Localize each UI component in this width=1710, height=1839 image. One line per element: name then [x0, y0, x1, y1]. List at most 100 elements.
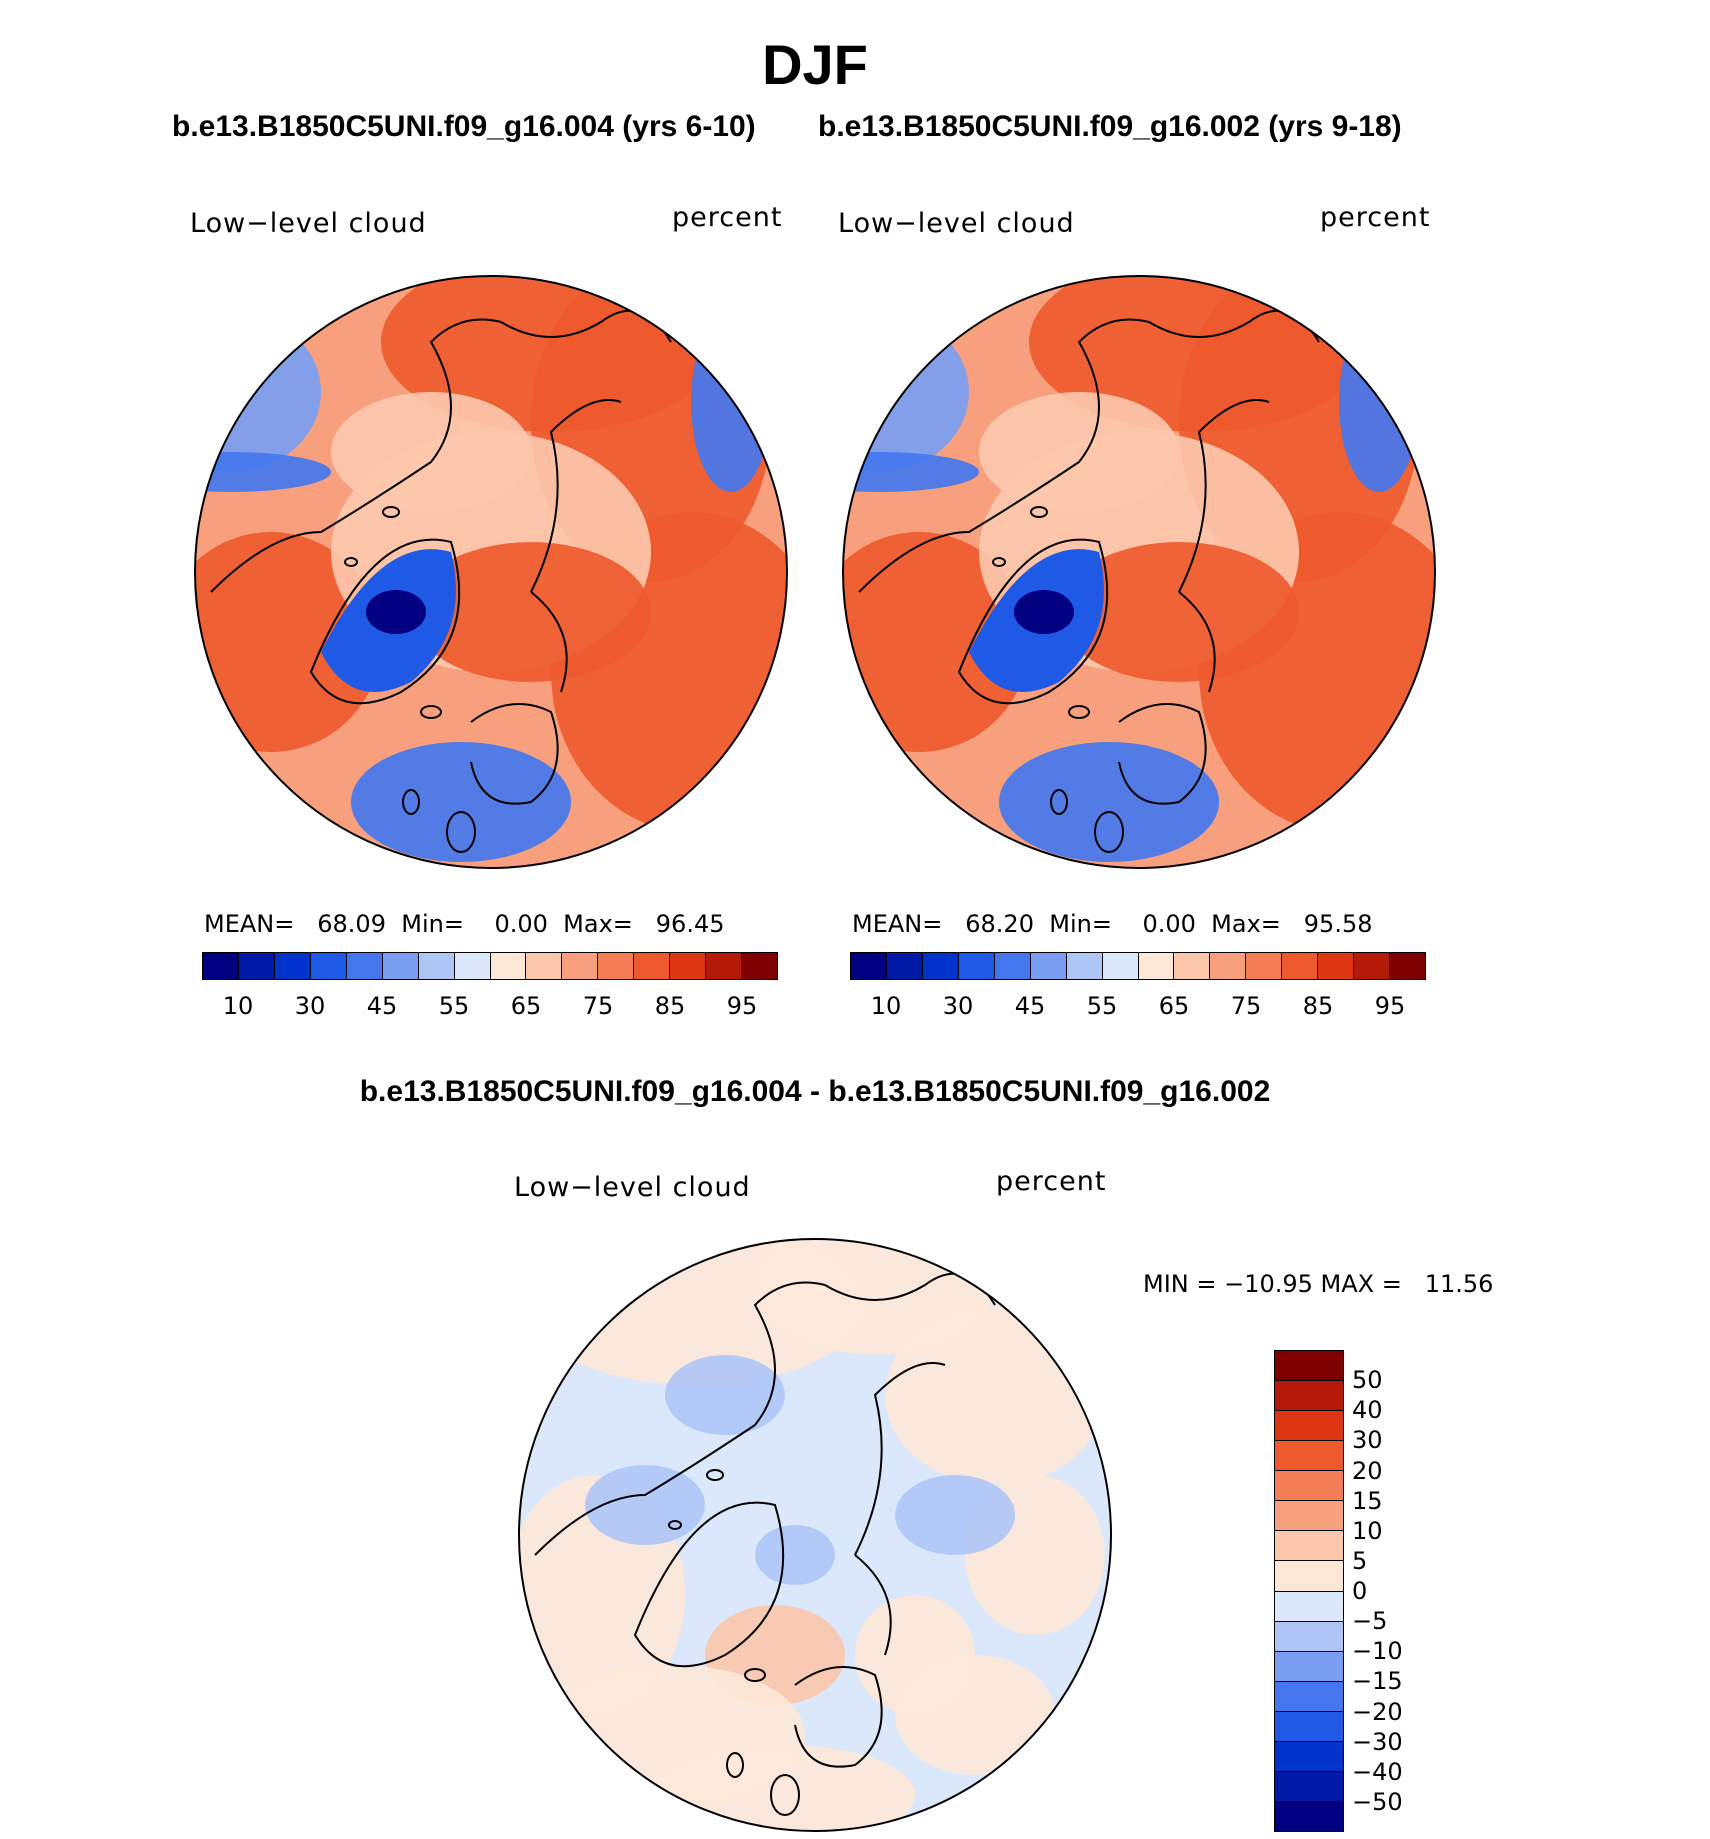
map-difference: [519, 1239, 1111, 1831]
colorbar-swatch: [1275, 1711, 1343, 1742]
colorbar-swatch: [706, 953, 743, 979]
diff-units: percent: [996, 1166, 1107, 1197]
colorbar-swatch: [1210, 953, 1247, 979]
max-label: Max=: [563, 910, 633, 938]
panel-right-variable: Low−level cloud: [838, 208, 1075, 239]
colorbar-tick-label: 40: [1352, 1396, 1383, 1425]
colorbar-swatch: [1275, 1441, 1343, 1472]
colorbar-swatch: [1275, 1501, 1343, 1532]
colorbar-tick-label: 75: [1230, 992, 1262, 1020]
colorbar-swatch: [382, 953, 419, 979]
diff-variable: Low−level cloud: [514, 1172, 751, 1203]
colorbar-tick-label: 75: [582, 992, 614, 1020]
min-value: 0.00: [1142, 910, 1196, 938]
colorbar-tick-label: 5: [1352, 1546, 1368, 1575]
colorbar-swatch: [634, 953, 671, 979]
map-left: [195, 276, 787, 868]
max-value: 96.45: [655, 910, 725, 938]
colorbar-swatch: [1318, 953, 1355, 979]
colorbar-swatch: [454, 953, 491, 979]
colorbar-tick-label: 85: [654, 992, 686, 1020]
map-right: [843, 276, 1435, 868]
colorbar-tick-label: 10: [222, 992, 254, 1020]
colorbar-diff-ticks: 50 40 30 20 15 10 5 0 −5 −10 −15 −20 −30 −40 −50: [1352, 1350, 1472, 1832]
colorbar-tick-label: −5: [1352, 1607, 1388, 1636]
mean-label: MEAN=: [852, 910, 943, 938]
colorbar-tick-label: −40: [1352, 1757, 1403, 1786]
colorbar-tick-label: 30: [1352, 1426, 1383, 1455]
colorbar-swatch: [1138, 953, 1175, 979]
colorbar-left-ticks: 10 30 45 55 65 75 85 95: [202, 990, 778, 1020]
colorbar-swatch: [994, 953, 1031, 979]
colorbar-tick-label: 10: [870, 992, 902, 1020]
figure-title: DJF: [762, 33, 868, 96]
colorbar-swatch: [203, 953, 239, 979]
colorbar-swatch: [1282, 953, 1319, 979]
colorbar-tick-label: −20: [1352, 1697, 1403, 1726]
colorbar-swatch: [742, 953, 777, 979]
panel-left-variable: Low−level cloud: [190, 208, 427, 239]
colorbar-swatch: [1354, 953, 1391, 979]
map-right-outline: [842, 275, 1436, 869]
panel-right-stats: MEAN= 68.20 Min= 0.00 Max= 95.58: [852, 910, 1373, 938]
colorbar-tick-label: −15: [1352, 1667, 1403, 1696]
colorbar-swatch: [1275, 1651, 1343, 1682]
colorbar-swatch: [598, 953, 635, 979]
colorbar-tick-label: 55: [438, 992, 470, 1020]
diff-minmax: MIN = −10.95 MAX = 11.56: [1143, 1270, 1494, 1298]
colorbar-swatch: [1030, 953, 1067, 979]
colorbar-tick-label: 55: [1086, 992, 1118, 1020]
panel-left-units: percent: [672, 202, 783, 233]
panel-left-case-label: b.e13.B1850C5UNI.f09_g16.004 (yrs 6-10): [172, 110, 756, 143]
colorbar-swatch: [1275, 1771, 1343, 1802]
colorbar-swatch: [1102, 953, 1139, 979]
colorbar-swatch: [1275, 1411, 1343, 1442]
panel-left-stats: MEAN= 68.09 Min= 0.00 Max= 96.45: [204, 910, 725, 938]
colorbar-tick-label: −10: [1352, 1637, 1403, 1666]
colorbar-swatch: [670, 953, 707, 979]
colorbar-tick-label: 30: [294, 992, 326, 1020]
map-difference-outline: [518, 1238, 1112, 1832]
colorbar-swatch: [418, 953, 455, 979]
panel-right-case-label: b.e13.B1850C5UNI.f09_g16.002 (yrs 9-18): [818, 110, 1402, 143]
mean-value: 68.20: [965, 910, 1034, 938]
colorbar-swatch: [1275, 1801, 1343, 1831]
colorbar-swatch: [526, 953, 563, 979]
colorbar-swatch: [1275, 1681, 1343, 1712]
colorbar-right-ticks: 10 30 45 55 65 75 85 95: [850, 990, 1426, 1020]
colorbar-swatch: [274, 953, 311, 979]
colorbar-swatch: [922, 953, 959, 979]
colorbar-swatch: [562, 953, 599, 979]
colorbar-tick-label: 95: [1374, 992, 1406, 1020]
min-value: 0.00: [494, 910, 548, 938]
colorbar-swatch: [1275, 1531, 1343, 1562]
colorbar-swatch: [238, 953, 275, 979]
colorbar-swatch: [1275, 1621, 1343, 1652]
colorbar-swatch: [490, 953, 527, 979]
map-left-outline: [194, 275, 788, 869]
colorbar-tick-label: −50: [1352, 1787, 1403, 1816]
colorbar-swatch: [1275, 1561, 1343, 1592]
colorbar-swatch: [346, 953, 383, 979]
colorbar-diff: [1274, 1350, 1344, 1832]
max-value: 95.58: [1303, 910, 1373, 938]
colorbar-tick-label: 45: [1014, 992, 1046, 1020]
colorbar-tick-label: 30: [942, 992, 974, 1020]
colorbar-tick-label: 65: [1158, 992, 1190, 1020]
colorbar-tick-label: 15: [1352, 1486, 1383, 1515]
colorbar-tick-label: −30: [1352, 1727, 1403, 1756]
colorbar-tick-label: 45: [366, 992, 398, 1020]
colorbar-swatch: [1275, 1741, 1343, 1772]
max-label: Max=: [1211, 910, 1281, 938]
colorbar-swatch: [851, 953, 887, 979]
colorbar-swatch: [886, 953, 923, 979]
colorbar-swatch: [1390, 953, 1425, 979]
min-label: Min=: [1049, 910, 1112, 938]
colorbar-tick-label: 85: [1302, 992, 1334, 1020]
mean-value: 68.09: [317, 910, 386, 938]
mean-label: MEAN=: [204, 910, 295, 938]
colorbar-swatch: [310, 953, 347, 979]
colorbar-swatch: [1275, 1591, 1343, 1622]
colorbar-swatch: [1275, 1381, 1343, 1412]
